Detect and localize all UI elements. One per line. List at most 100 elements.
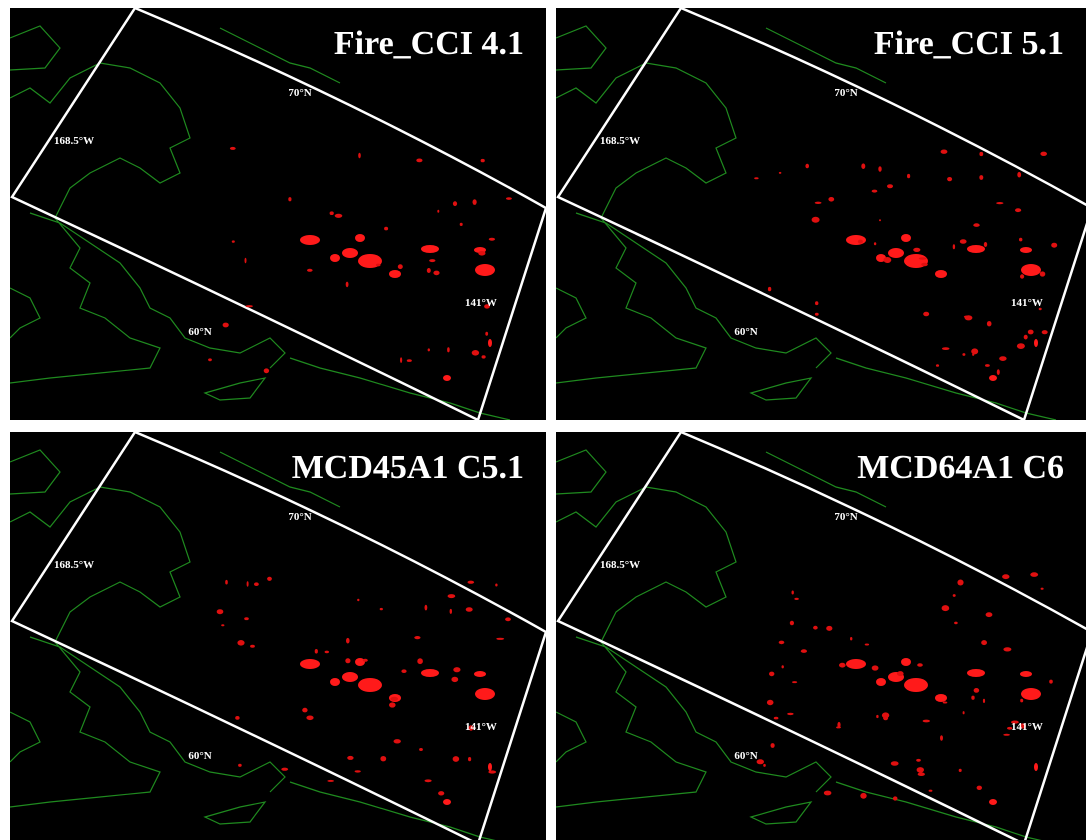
burned-area (400, 357, 402, 363)
burned-area (846, 235, 866, 245)
burned-area (929, 790, 933, 792)
burned-area (815, 313, 819, 316)
burned-area (974, 688, 980, 693)
burned-area (1040, 152, 1047, 156)
burned-area (472, 350, 479, 356)
burned-area (828, 197, 834, 202)
burned-area (812, 217, 820, 223)
burned-area (307, 269, 313, 272)
burned-area (245, 258, 247, 264)
burned-area (774, 717, 779, 720)
graticule-label: 60°N (734, 326, 757, 338)
burned-area (425, 605, 428, 611)
burned-area (478, 251, 485, 256)
burned-area (414, 636, 420, 639)
burned-area (916, 759, 921, 762)
burned-area (208, 358, 212, 361)
burned-area (281, 768, 288, 771)
graticule-label: 70°N (288, 511, 311, 523)
burned-area (450, 609, 452, 614)
graticule-label: 168.5°W (54, 135, 94, 147)
burned-area (942, 347, 950, 350)
burned-area (254, 582, 259, 586)
burned-area (769, 672, 774, 677)
burned-area (429, 259, 435, 262)
burned-area (443, 799, 451, 805)
burned-area (846, 659, 866, 669)
burned-area (247, 581, 249, 586)
coastline (751, 802, 811, 824)
burned-area (940, 735, 943, 741)
graticule-label: 60°N (188, 326, 211, 338)
burned-area (917, 663, 923, 667)
burned-area (805, 164, 809, 169)
burned-area (801, 649, 807, 653)
burned-area (355, 770, 361, 772)
burned-area (407, 359, 412, 362)
burned-area (225, 580, 228, 585)
burned-area (466, 607, 473, 612)
study-area-boundary (12, 432, 546, 840)
panel-title: Fire_CCI 4.1 (334, 25, 524, 62)
burned-area (979, 175, 983, 180)
burned-area (947, 177, 952, 181)
burned-area (989, 375, 997, 381)
burned-area (771, 743, 775, 748)
burned-area (792, 591, 794, 595)
burned-area (757, 759, 764, 764)
burned-area (376, 264, 381, 267)
burned-area (438, 791, 444, 795)
burned-area (389, 702, 396, 707)
burned-area (1028, 330, 1034, 335)
burned-area (1020, 671, 1032, 677)
burned-area (943, 702, 948, 704)
burned-area (394, 739, 401, 743)
burned-area (1020, 247, 1032, 253)
burned-area (460, 223, 463, 226)
burned-area (779, 641, 785, 645)
coastline (10, 712, 40, 762)
burned-area (897, 671, 904, 676)
coastline (836, 782, 1056, 840)
burned-area (891, 761, 899, 766)
burned-area (865, 644, 869, 646)
burned-area (475, 688, 495, 700)
burned-area (345, 658, 350, 663)
burned-area (330, 678, 340, 686)
graticule-label: 70°N (834, 511, 857, 523)
burned-area (787, 713, 793, 715)
graticule-label: 60°N (188, 750, 211, 762)
coastline (10, 26, 60, 70)
burned-area (953, 594, 956, 597)
burned-area (488, 763, 492, 771)
burned-area (964, 316, 970, 318)
burned-area (244, 617, 249, 620)
burned-area (288, 197, 291, 201)
burned-area (419, 748, 423, 751)
burned-area (1015, 208, 1021, 212)
map-panel: 70°N168.5°W60°N141°WMCD64A1 C6 (556, 432, 1086, 840)
burned-area (421, 245, 439, 253)
burned-area (346, 282, 349, 288)
burned-area (451, 677, 458, 682)
burned-area (826, 626, 832, 631)
graticule-label: 141°W (465, 721, 497, 733)
burned-area (876, 715, 878, 718)
burned-area (506, 197, 512, 200)
burned-area (1003, 734, 1010, 736)
graticule-label: 70°N (834, 87, 857, 99)
burned-area (861, 163, 865, 169)
burned-area (957, 580, 963, 586)
burned-area (1019, 238, 1022, 242)
burned-area (1030, 572, 1038, 577)
burned-area (1021, 264, 1041, 276)
burned-area (437, 210, 439, 213)
burned-area (335, 214, 343, 218)
burned-area (782, 665, 784, 668)
burned-area (888, 248, 904, 258)
burned-area (1017, 172, 1021, 178)
burned-area (453, 756, 460, 762)
burned-area (489, 238, 495, 241)
coastline (556, 288, 586, 338)
coastline (556, 63, 736, 383)
